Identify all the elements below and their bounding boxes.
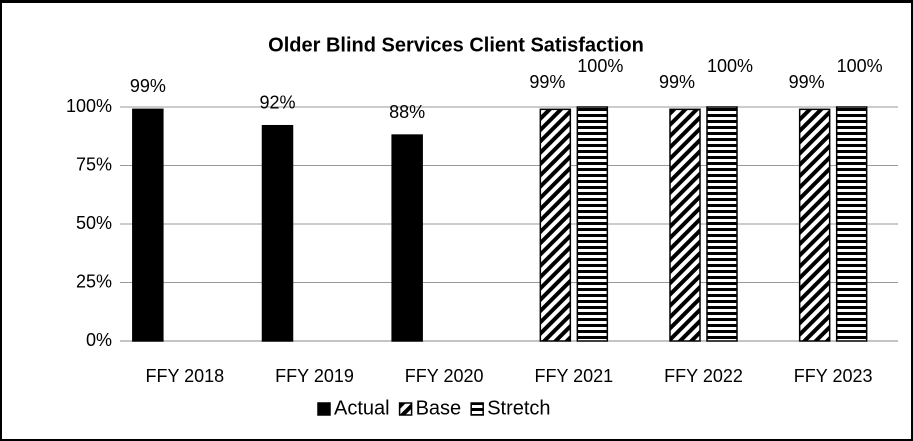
data-label: 100%	[707, 56, 753, 76]
bar	[669, 108, 701, 342]
x-tick-label: FFY 2023	[794, 366, 873, 386]
y-tick-label: 0%	[86, 330, 112, 350]
data-label: 100%	[837, 56, 883, 76]
legend-label: Stretch	[487, 397, 550, 419]
bar	[576, 106, 609, 342]
legend-swatch	[470, 402, 484, 416]
legend-swatch	[317, 402, 331, 416]
bar	[706, 106, 738, 342]
x-tick-label: FFY 2019	[275, 366, 354, 386]
x-tick-label: FFY 2022	[664, 366, 743, 386]
x-tick-label: FFY 2018	[145, 366, 224, 386]
bar	[539, 108, 572, 342]
y-tick-label: 75%	[76, 154, 112, 174]
data-label: 99%	[789, 72, 825, 92]
data-label: 88%	[389, 102, 425, 122]
legend-label: Actual	[334, 397, 390, 419]
data-label: 100%	[577, 56, 623, 76]
bar	[391, 134, 423, 342]
chart-title: Older Blind Services Client Satisfaction	[268, 34, 644, 56]
x-tick-label: FFY 2021	[534, 366, 613, 386]
bar	[835, 106, 868, 342]
data-label: 99%	[659, 72, 695, 92]
y-tick-label: 25%	[76, 271, 112, 291]
data-label: 99%	[529, 72, 565, 92]
data-label: 92%	[259, 92, 295, 112]
y-tick-label: 50%	[76, 213, 112, 233]
legend-label: Base	[416, 397, 462, 419]
x-tick-label: FFY 2020	[405, 366, 484, 386]
bar	[132, 108, 164, 342]
y-tick-label: 100%	[66, 96, 112, 116]
legend-swatch	[398, 402, 413, 416]
data-label: 99%	[130, 76, 166, 96]
bar	[798, 108, 831, 342]
bar	[261, 124, 294, 342]
